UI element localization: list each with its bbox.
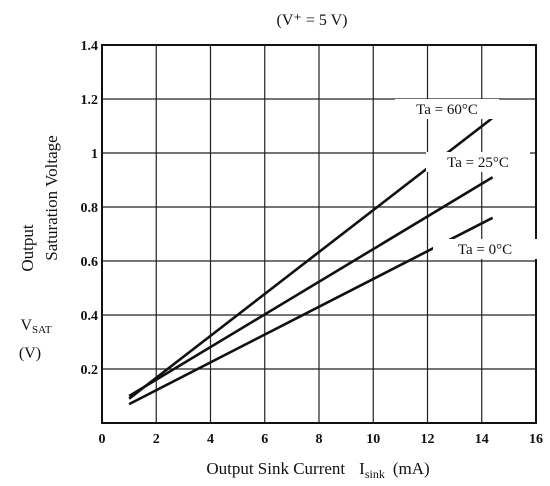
y-tick-label: 0.6 <box>81 255 99 270</box>
series-line <box>128 176 494 398</box>
series-label-bg <box>395 99 499 119</box>
series-label: Ta = 0°C <box>458 242 512 258</box>
y-tick-label: 0.4 <box>81 309 99 324</box>
x-tick-label: 12 <box>421 432 435 447</box>
y-axis-label-line1: Output <box>18 224 37 272</box>
x-axis-label: Output Sink Current Isink (mA) <box>206 459 429 481</box>
y-tick-label: 1 <box>91 147 98 162</box>
y-tick-label: 0.8 <box>81 201 99 216</box>
x-tick-label: 16 <box>529 432 543 447</box>
x-tick-label: 6 <box>261 432 268 447</box>
series-line <box>128 216 494 406</box>
chart-condition: (V⁺ = 5 V) <box>277 12 348 29</box>
series-label-bg <box>433 239 537 259</box>
x-tick-label: 2 <box>153 432 160 447</box>
y-tick-labels: 0.2 0.4 0.6 0.8 1 1.2 1.4 <box>81 39 99 378</box>
x-tick-label: 4 <box>207 432 214 447</box>
x-tick-label: 14 <box>475 432 489 447</box>
x-tick-label: 8 <box>316 432 323 447</box>
y-axis-symbol: VSAT <box>20 317 51 336</box>
x-tick-labels: 0 2 4 6 8 10 12 14 16 <box>99 432 544 447</box>
y-axis-unit: (V) <box>19 345 41 362</box>
plot-frame <box>101 44 537 424</box>
series-labels: Ta = 60°C Ta = 25°C Ta = 0°C <box>395 99 537 259</box>
x-tick-label: 10 <box>366 432 380 447</box>
y-tick-label: 1.4 <box>81 39 99 54</box>
series-label-bg <box>426 152 530 172</box>
series-label: Ta = 25°C <box>447 155 509 171</box>
series-label: Ta = 60°C <box>416 102 478 118</box>
x-tick-label: 0 <box>99 432 106 447</box>
y-tick-label: 1.2 <box>81 93 99 108</box>
y-tick-label: 0.2 <box>81 363 99 378</box>
y-axis-label-line2: Saturation Voltage <box>42 135 61 260</box>
